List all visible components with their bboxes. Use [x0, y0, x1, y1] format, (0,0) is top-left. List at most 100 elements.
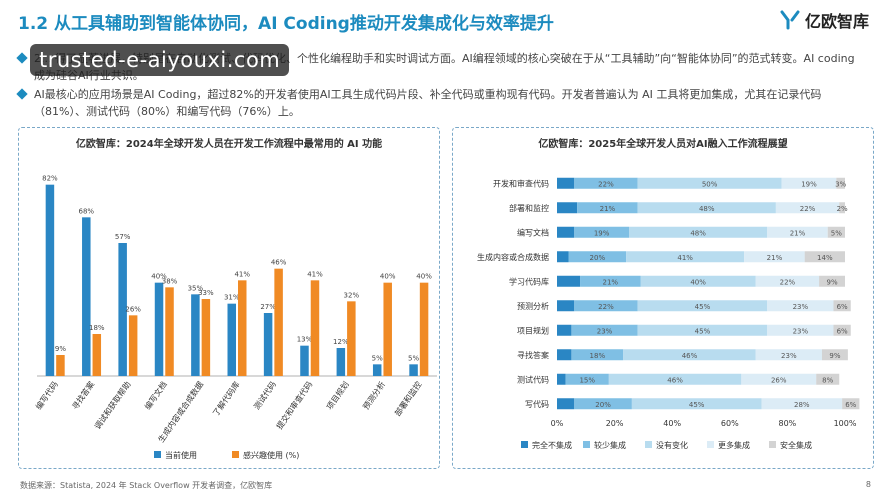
bar-segment [557, 373, 566, 385]
bar-segment [839, 202, 845, 214]
data-label: 41% [677, 254, 693, 262]
data-label: 22% [780, 278, 796, 286]
data-label: 13% [297, 336, 313, 344]
bar-segment [761, 398, 843, 410]
bar [336, 348, 346, 376]
category-label: 调试和获取帮助 [92, 379, 132, 431]
legend-swatch [769, 441, 776, 448]
data-label: 19% [594, 229, 610, 237]
bar [128, 315, 138, 376]
data-label: 23% [781, 352, 797, 360]
legend-label: 完全不集成 [532, 440, 572, 450]
bar [372, 364, 382, 376]
bar-segment [574, 398, 632, 410]
chart-panel-left: 亿欧智库：2024年全球开发人员在开发工作流程中最常用的 AI 功能 82% 9%… [18, 127, 440, 469]
category-label: 部署和监控 [392, 379, 423, 418]
data-label: 5% [408, 354, 419, 362]
stacked-bar-chart: 0% 20% 40% 60% 80% 100% 开发和审查代码 22% 50% 19% 3% 部署和监… [477, 177, 860, 450]
tick-label: 100% [834, 419, 857, 428]
data-label: 40% [151, 273, 167, 281]
data-label: 20% [590, 254, 606, 262]
tick-label: 0% [551, 419, 564, 428]
bar-segment [608, 373, 742, 385]
legend-label: 当前使用 [165, 450, 197, 460]
data-label: 18% [590, 352, 606, 360]
diamond-bullet-icon [16, 88, 28, 100]
data-label: 15% [579, 376, 595, 384]
bar-segment [821, 349, 848, 361]
tick-label: 20% [606, 419, 624, 428]
data-label: 48% [699, 205, 715, 213]
legend-label: 感兴趣使用 (%) [243, 450, 299, 460]
category-label: 测试代码 [517, 374, 549, 384]
legend-swatch [707, 441, 714, 448]
data-label: 31% [224, 294, 240, 302]
bar-segment [781, 177, 837, 189]
data-label: 23% [597, 327, 613, 335]
data-label: 46% [682, 352, 698, 360]
data-label: 48% [690, 229, 706, 237]
bar-segment [574, 226, 629, 238]
bar-segment [842, 398, 860, 410]
bar-segment [804, 251, 845, 263]
bar-segment [833, 324, 851, 336]
category-label: 开发和审查代码 [493, 178, 549, 188]
data-label: 28% [794, 401, 810, 409]
tick-label: 80% [779, 419, 797, 428]
bar-segment [571, 324, 638, 336]
bar-segment [557, 275, 581, 287]
data-label: 8% [822, 376, 833, 384]
category-label: 项目规划 [517, 325, 549, 335]
data-label: 14% [817, 254, 833, 262]
tick-label: 40% [663, 419, 681, 428]
data-label: 40% [380, 273, 396, 281]
bar-segment [574, 177, 638, 189]
bar [383, 282, 392, 376]
bar [82, 217, 91, 376]
bar-segment [574, 300, 638, 312]
source-note: 数据来源：Statista, 2024 年 Stack Overflow 开发者… [20, 481, 273, 490]
bullet-text: AI最核心的应用场景是AI Coding，超过82%的开发者使用AI工具生成代码… [34, 88, 822, 118]
bar-segment [557, 202, 578, 214]
bar-segment [557, 324, 572, 336]
data-label: 27% [260, 303, 276, 311]
bar-segment [571, 349, 624, 361]
bar [92, 334, 102, 376]
bar-segment [836, 177, 845, 189]
data-label: 45% [689, 401, 705, 409]
data-label: 21% [767, 254, 783, 262]
data-label: 22% [598, 303, 614, 311]
bar-segment [637, 202, 776, 214]
grouped-bar-chart: 82%9%编写代码68%18%寻找答案57%26%调试和获取帮助40%38%编写… [33, 175, 437, 460]
bar-segment [626, 251, 745, 263]
diamond-bullet-icon [16, 52, 28, 64]
bar-segment [775, 202, 840, 214]
category-label: 项目规划 [324, 379, 351, 411]
bar-segment [833, 300, 851, 312]
category-label: 寻找答案 [70, 379, 97, 411]
legend-label: 较少集成 [594, 440, 626, 450]
bar [165, 287, 174, 376]
bar [263, 313, 273, 376]
page-title: 1.2 从工具辅助到智能体协同，AI Coding推动开发集成化与效率提升 [18, 14, 554, 34]
data-label: 6% [837, 303, 848, 311]
data-label: 18% [89, 324, 105, 332]
bar-segment [557, 398, 575, 410]
data-label: 68% [79, 207, 95, 215]
category-label: 学习代码库 [509, 276, 549, 286]
bar [191, 294, 200, 376]
bar-segment [565, 373, 609, 385]
bar-segment [741, 373, 817, 385]
bar-segment [637, 324, 768, 336]
bar [409, 364, 418, 376]
chart-panel-right: 亿欧智库：2025年全球开发人员对AI融入工作流程展望 0% 20% 40% 60% 8… [452, 127, 874, 469]
data-label: 57% [115, 233, 131, 241]
bar-segment [629, 226, 768, 238]
bullet-item: AI最核心的应用场景是AI Coding，超过82%的开发者使用AI工具生成代码… [16, 86, 858, 120]
data-label: 26% [125, 305, 141, 313]
data-label: 45% [695, 303, 711, 311]
bar [154, 282, 164, 376]
logo-text: 亿欧智库 [804, 12, 869, 31]
data-label: 9% [826, 278, 837, 286]
data-label: 46% [271, 259, 287, 267]
